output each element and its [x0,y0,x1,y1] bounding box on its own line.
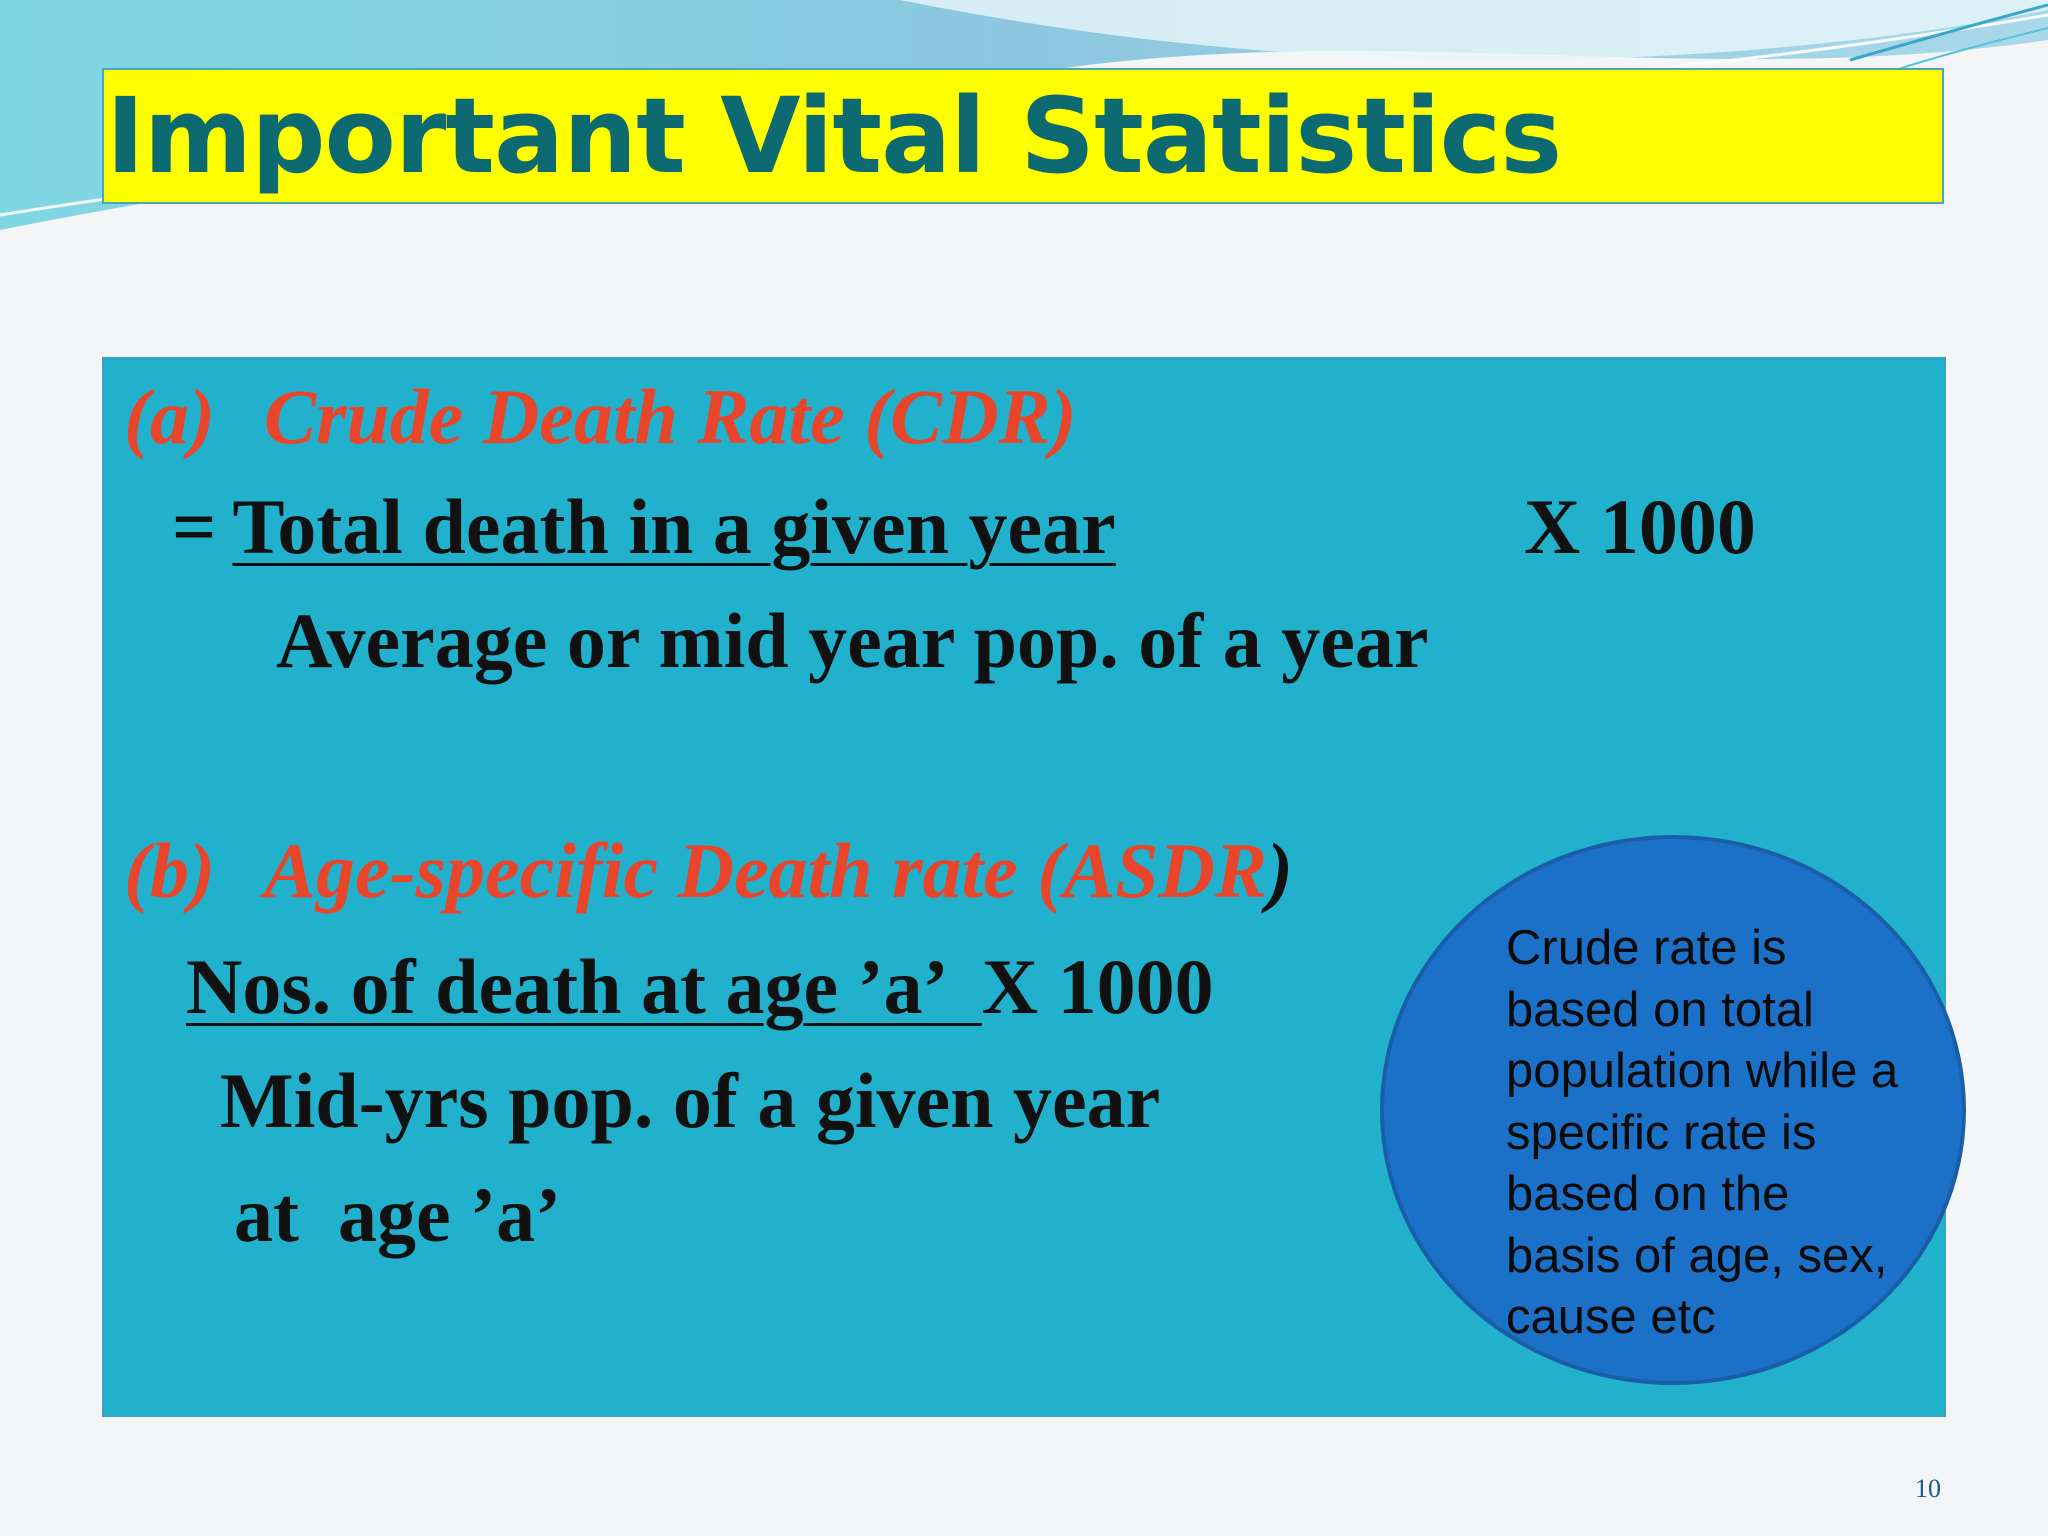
cdr-equals: = [172,483,217,570]
asdr-denominator-line2: at age ’a’ [234,1171,562,1258]
cdr-label: (a) [124,373,215,460]
asdr-label: (b) [124,827,215,914]
title-banner: Important Vital Statistics [102,68,1944,204]
slide-title: Important Vital Statistics [106,75,1562,197]
cdr-denominator: Average or mid year pop. of a year [276,597,1429,684]
asdr-heading-close: ) [1267,827,1294,914]
asdr-heading-text: Age-specific Death rate (ASDR [264,827,1268,914]
page-number: 10 [1915,1474,1941,1503]
asdr-numerator: Nos. of death at age ’a’ [186,943,982,1030]
cdr-numerator-line: = Total death in a given year [172,482,1116,572]
cdr-heading: (a) Crude Death Rate (CDR) [124,372,1077,462]
callout-bubble [1380,835,1966,1385]
asdr-heading: (b) Age-specific Death rate (ASDR) [124,826,1293,916]
asdr-numerator-line: Nos. of death at age ’a’ X 1000 [186,942,1214,1032]
asdr-denominator-line1: Mid-yrs pop. of a given year [220,1057,1161,1144]
cdr-numerator: Total death in a given year [232,483,1116,570]
cdr-heading-text: Crude Death Rate (CDR) [264,373,1077,460]
cdr-multiplier: X 1000 [1524,483,1756,570]
callout-text: Crude rate is based on total population … [1506,921,1899,1344]
asdr-multiplier: X 1000 [981,943,1214,1030]
